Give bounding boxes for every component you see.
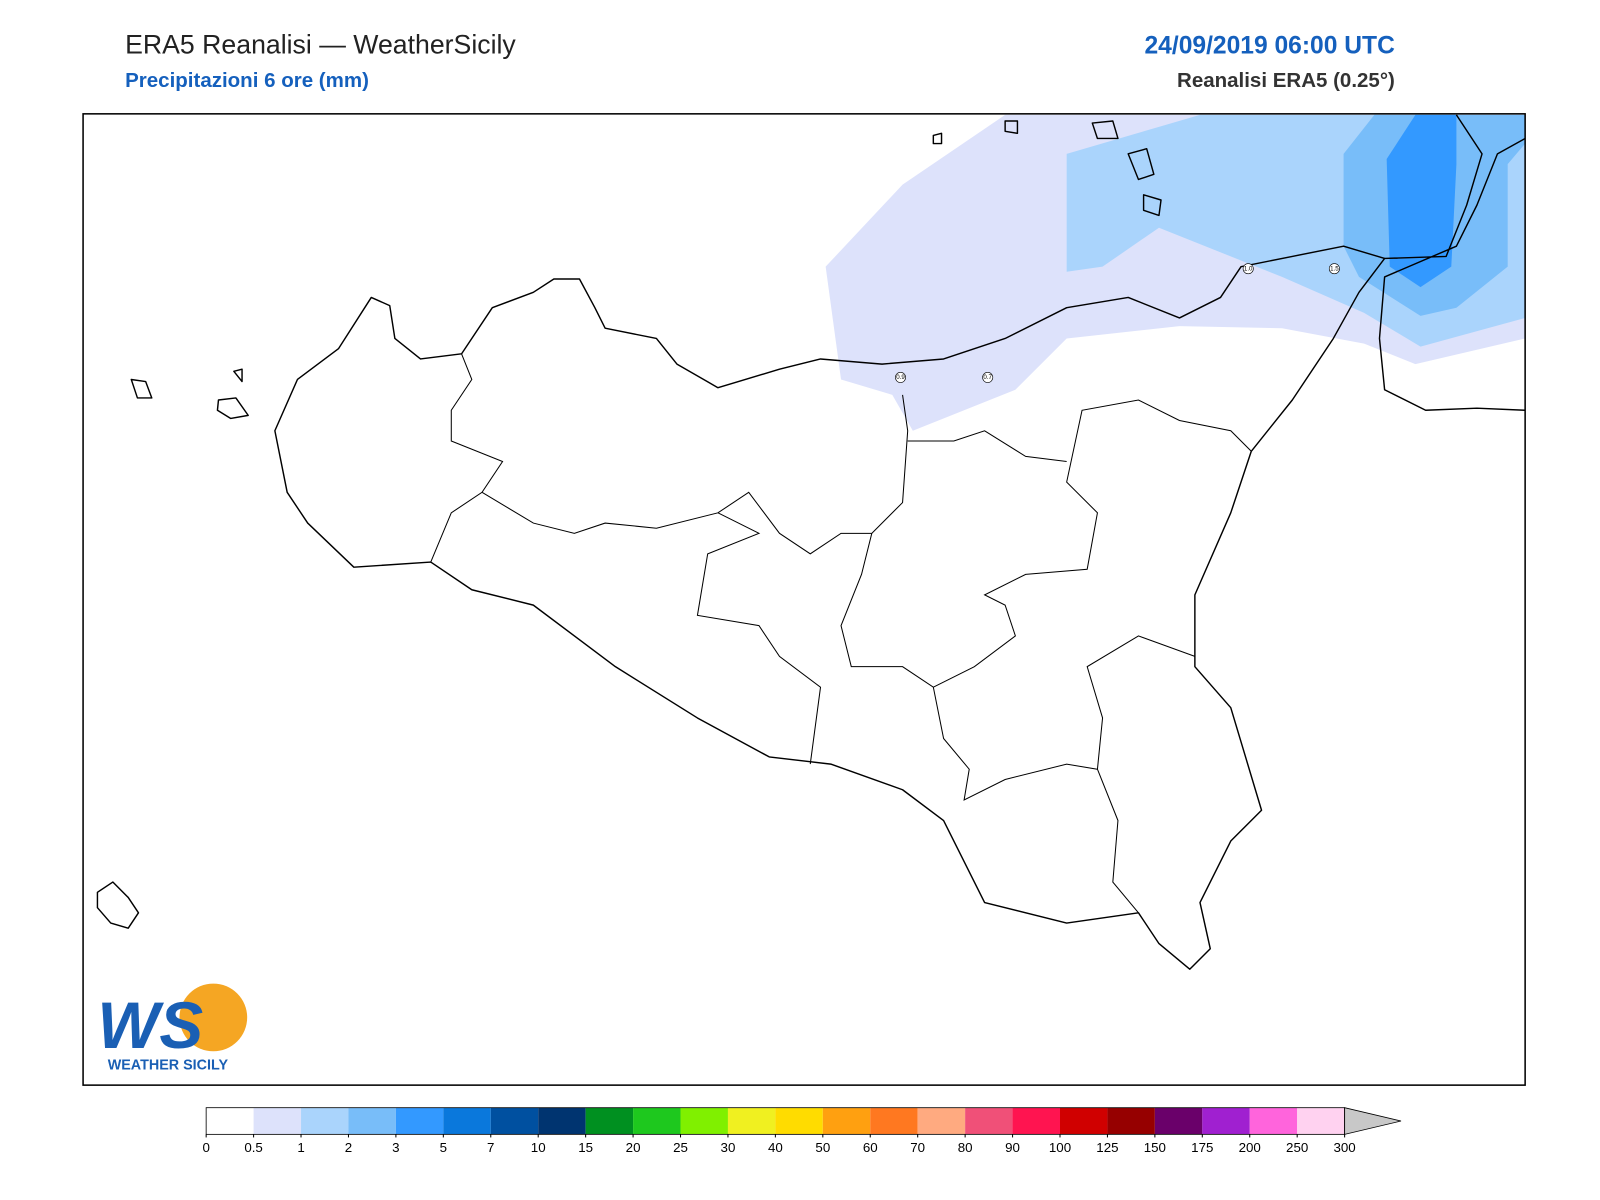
colorbar-label: 150	[1144, 1140, 1166, 1155]
colorbar-cell	[206, 1107, 254, 1135]
colorbar-cell	[301, 1107, 349, 1135]
title: ERA5 Reanalisi — WeatherSicily	[125, 29, 516, 59]
map-frame	[82, 113, 1526, 1086]
colorbar-label: 300	[1333, 1140, 1355, 1155]
logo: WS WEATHER SICILY	[97, 983, 248, 1074]
precip-area	[1386, 114, 1457, 288]
colorbar-label: 40	[768, 1140, 783, 1155]
colorbar-label: 15	[578, 1140, 593, 1155]
colorbar-cell	[1249, 1107, 1298, 1135]
station	[1328, 263, 1340, 275]
station	[895, 371, 906, 383]
colorbar-cell	[917, 1107, 966, 1135]
station-value: 1.0	[1244, 265, 1253, 272]
colorbar-cell	[633, 1107, 681, 1135]
colorbar-label: 3	[392, 1140, 399, 1155]
datetime: 24/09/2019 06:00 UTC	[1144, 32, 1395, 59]
colorbar-label: 2	[345, 1140, 352, 1155]
colorbar-cell	[1154, 1107, 1203, 1135]
colorbar-label: 80	[958, 1140, 973, 1155]
logo-text: WEATHER SICILY	[108, 1058, 229, 1074]
colorbar-cell	[775, 1107, 823, 1135]
colorbar-cell	[1202, 1107, 1250, 1135]
colorbar-cell	[395, 1107, 444, 1135]
colorbar-label: 10	[531, 1140, 546, 1155]
colorbar-label: 100	[1049, 1140, 1071, 1155]
colorbar-cell	[1012, 1107, 1060, 1135]
colorbar-extension	[1344, 1107, 1402, 1135]
colorbar-cell	[348, 1107, 396, 1135]
colorbar-label: 5	[440, 1140, 447, 1155]
colorbar-label: 20	[626, 1140, 641, 1155]
colorbar-cell	[680, 1107, 728, 1135]
colorbar-cell	[585, 1107, 634, 1135]
colorbar-cell	[1297, 1107, 1345, 1135]
colorbar-label: 50	[815, 1140, 830, 1155]
station	[982, 371, 994, 383]
island	[96, 120, 1162, 929]
colorbar-cell	[490, 1107, 539, 1135]
colorbar-cell	[965, 1107, 1013, 1135]
subtitle: Precipitazioni 6 ore (mm)	[125, 69, 369, 92]
map: 0.9 0.7 1.0 1.5 WS WEATHER SICILY	[82, 113, 1526, 1086]
colorbar-label: 25	[673, 1140, 688, 1155]
colorbar-cell	[1060, 1107, 1108, 1135]
colorbar-label: 200	[1239, 1140, 1261, 1155]
logo-sun	[179, 983, 248, 1052]
colorbar-cell	[727, 1107, 776, 1135]
colorbar-label: 90	[1005, 1140, 1020, 1155]
logo-mark: WS	[97, 989, 203, 1062]
station-value: 0.9	[896, 374, 905, 381]
colorbar-label: 70	[910, 1140, 925, 1155]
station	[1242, 263, 1254, 275]
colorbar-cell	[253, 1107, 302, 1135]
station-value: 0.7	[983, 374, 992, 381]
colorbar-cell	[443, 1107, 491, 1135]
colorbar-label: 60	[863, 1140, 878, 1155]
colorbar-label: 30	[721, 1140, 736, 1155]
colorbar-cell	[1107, 1107, 1155, 1135]
colorbar-cell	[870, 1107, 918, 1135]
colorbar-label: 125	[1096, 1140, 1118, 1155]
colorbar-label: 0	[202, 1140, 209, 1155]
colorbar-cell	[538, 1107, 586, 1135]
colorbar-label: 7	[487, 1140, 494, 1155]
province-border	[430, 353, 1252, 914]
colorbar-cell	[822, 1107, 871, 1135]
station-value: 1.5	[1330, 265, 1339, 272]
station-labels: 0.9 0.7 1.0 1.5	[895, 263, 1340, 383]
source: Reanalisi ERA5 (0.25°)	[1177, 69, 1395, 92]
colorbar: 0 0.5 1 2 3 5 7 10 15 20 25 30 40 50 60 70 80 90 100 125 150…	[202, 1107, 1402, 1155]
colorbar-label: 175	[1191, 1140, 1213, 1155]
colorbar-label: 0.5	[244, 1140, 263, 1155]
colorbar-label: 250	[1286, 1140, 1308, 1155]
coastline	[1378, 114, 1526, 411]
colorbar-label: 1	[297, 1140, 304, 1155]
